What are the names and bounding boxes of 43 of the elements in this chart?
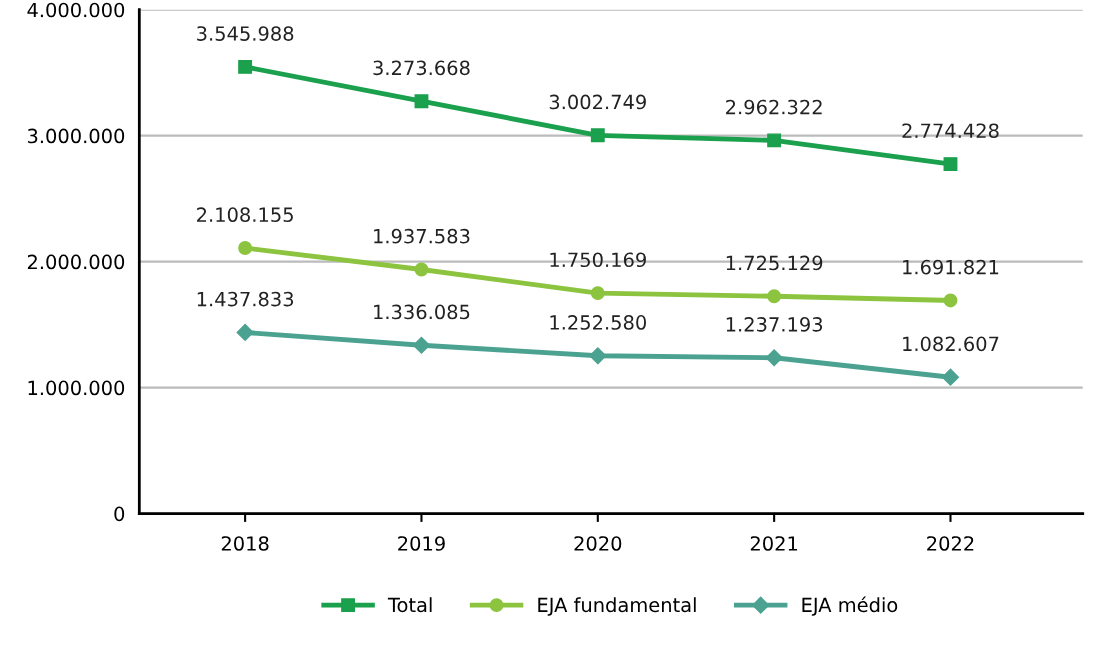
- legend-label: EJA fundamental: [538, 597, 696, 616]
- x-tick-label: 2018: [221, 536, 269, 551]
- y-tick-label: 2.000.000: [27, 254, 125, 270]
- data-label: 1.437.833: [197, 291, 294, 307]
- data-label: 1.750.169: [550, 252, 646, 268]
- x-tick-label: 2022: [927, 536, 974, 551]
- point: [238, 241, 253, 255]
- point: [590, 286, 605, 301]
- point: [238, 59, 253, 74]
- y-tick-label: 0: [114, 506, 125, 522]
- data-label: 1.937.583: [374, 228, 470, 244]
- x-tick-label: 2021: [750, 536, 798, 551]
- data-label: 1.252.580: [550, 315, 646, 330]
- x-tick-label: 2019: [398, 536, 445, 551]
- data-label: 1.082.607: [903, 336, 999, 352]
- point: [767, 289, 782, 304]
- point: [236, 323, 254, 341]
- x-tick-label: 2020: [574, 536, 622, 551]
- point: [943, 293, 958, 308]
- data-label: 1.336.085: [374, 304, 470, 320]
- y-tick-label: 3.000.000: [27, 128, 125, 144]
- y-tick-label: 4.000.000: [27, 2, 125, 18]
- data-label: 1.691.821: [903, 259, 999, 275]
- legend-label: Total: [387, 597, 432, 613]
- y-tick-label: 1.000.000: [28, 380, 125, 396]
- data-label: 3.273.668: [373, 60, 470, 76]
- point: [589, 347, 607, 365]
- data-label: 3.545.988: [197, 26, 294, 41]
- point: [943, 157, 958, 172]
- point: [767, 133, 782, 148]
- point: [941, 368, 960, 386]
- point: [412, 336, 431, 354]
- point: [414, 94, 429, 109]
- data-label: 2.774.428: [902, 123, 999, 139]
- data-label: 1.237.193: [726, 317, 823, 332]
- data-label: 1.725.129: [726, 255, 823, 271]
- legend-label: EJA médio: [802, 596, 898, 616]
- data-label: 2.962.322: [726, 99, 822, 115]
- point: [590, 128, 605, 143]
- point: [414, 262, 429, 277]
- data-label: 3.002.749: [549, 94, 646, 110]
- point: [765, 349, 783, 367]
- data-label: 2.108.155: [197, 207, 293, 223]
